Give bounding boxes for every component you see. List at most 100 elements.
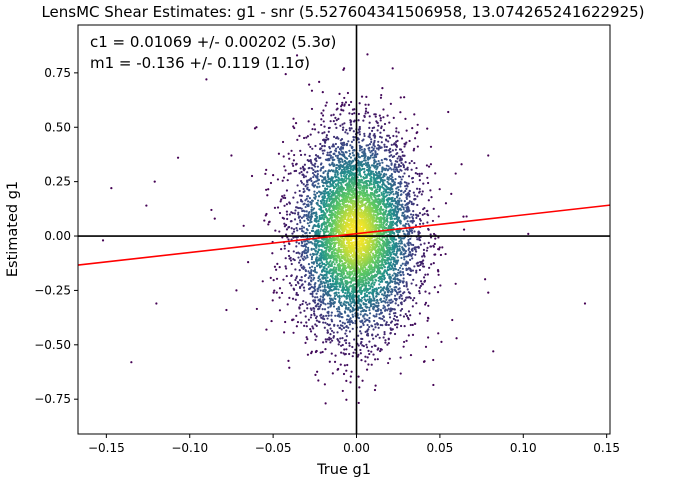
data-point — [384, 308, 387, 311]
data-point — [374, 155, 378, 158]
data-point — [376, 121, 379, 125]
data-point — [395, 196, 399, 199]
data-point — [316, 250, 320, 253]
data-point — [405, 255, 408, 258]
data-point — [348, 103, 351, 107]
data-point — [314, 249, 317, 252]
data-point — [290, 220, 293, 223]
data-point — [348, 112, 351, 115]
data-point — [330, 311, 333, 314]
data-point — [372, 328, 375, 331]
data-point — [376, 333, 379, 336]
data-point — [368, 299, 372, 302]
data-point — [375, 147, 378, 150]
data-point — [315, 239, 318, 242]
data-point — [426, 213, 429, 216]
data-point — [454, 172, 457, 175]
data-point — [397, 131, 400, 134]
data-point — [339, 337, 342, 340]
data-point — [315, 211, 318, 214]
data-point — [447, 110, 450, 114]
data-point — [326, 331, 330, 334]
data-point — [269, 276, 272, 279]
data-point — [334, 116, 337, 119]
data-point — [335, 163, 338, 167]
data-point — [366, 294, 369, 297]
data-point — [414, 253, 417, 256]
data-point — [284, 265, 287, 268]
data-point — [315, 292, 318, 295]
data-point — [402, 273, 405, 276]
data-point — [352, 138, 355, 142]
data-point — [312, 274, 315, 277]
data-point — [299, 303, 302, 307]
data-point — [401, 262, 404, 265]
data-point — [312, 168, 315, 171]
data-point — [295, 291, 298, 295]
data-point — [328, 297, 332, 300]
data-point — [302, 183, 305, 186]
data-point — [307, 143, 310, 146]
data-point — [367, 284, 371, 287]
data-point — [370, 138, 373, 141]
data-point — [321, 192, 324, 195]
data-point — [396, 319, 400, 322]
data-point — [340, 278, 344, 281]
data-point — [324, 212, 327, 215]
data-point — [357, 353, 360, 356]
data-point — [345, 379, 348, 382]
data-point — [374, 173, 378, 177]
data-point — [379, 131, 382, 134]
data-point — [403, 243, 406, 246]
data-point — [305, 336, 308, 339]
data-point — [313, 173, 316, 177]
data-point — [371, 333, 374, 336]
data-point — [324, 303, 327, 306]
data-point — [332, 260, 335, 264]
data-point — [314, 197, 317, 200]
data-point — [361, 322, 365, 325]
data-point — [462, 215, 465, 218]
data-point — [385, 223, 388, 226]
data-point — [309, 253, 312, 256]
data-point — [337, 313, 340, 316]
data-point — [278, 230, 281, 233]
data-point — [339, 320, 342, 323]
data-point — [322, 218, 326, 221]
data-point — [328, 147, 331, 150]
data-point — [384, 341, 387, 344]
data-point — [313, 299, 317, 302]
data-point — [326, 181, 329, 184]
data-point — [304, 269, 308, 273]
data-point — [321, 114, 325, 117]
data-point — [324, 141, 327, 144]
data-point — [320, 282, 324, 285]
data-point — [330, 114, 333, 117]
data-point — [295, 226, 298, 230]
data-point — [357, 164, 360, 167]
data-point — [310, 179, 313, 183]
data-point — [288, 366, 291, 369]
data-point — [283, 247, 286, 250]
data-point — [527, 232, 530, 235]
data-point — [327, 306, 330, 309]
data-point — [298, 306, 301, 309]
data-point — [392, 317, 395, 320]
data-point — [315, 245, 318, 248]
data-point — [320, 206, 323, 209]
data-point — [361, 151, 364, 154]
data-point — [422, 252, 426, 255]
data-point — [393, 314, 396, 318]
data-point — [454, 282, 457, 285]
data-point — [418, 217, 422, 221]
data-point — [339, 312, 342, 315]
data-point — [335, 293, 338, 296]
data-point — [309, 133, 312, 136]
data-point — [382, 129, 386, 132]
data-point — [380, 126, 383, 130]
data-point — [433, 253, 436, 256]
data-point — [432, 262, 435, 265]
data-point — [385, 321, 388, 324]
data-point — [421, 213, 424, 216]
data-point — [311, 227, 314, 230]
